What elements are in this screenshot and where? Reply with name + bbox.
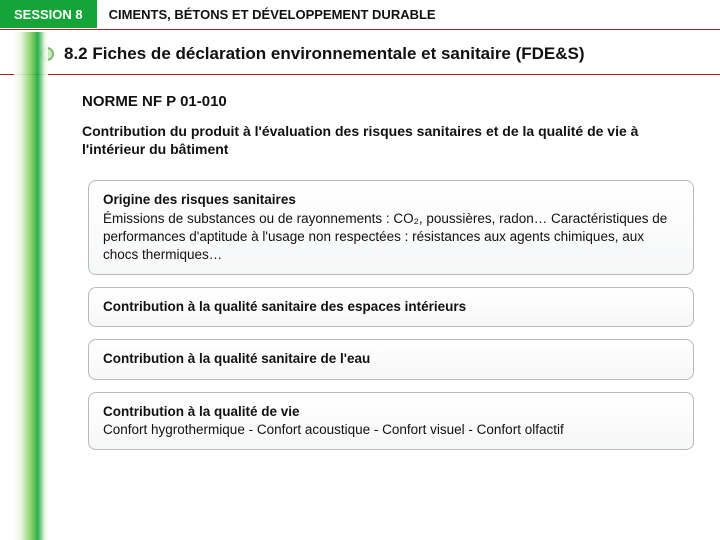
box-body: Émissions de substances ou de rayonnemen… [103,210,679,265]
session-tab: SESSION 8 [0,0,97,28]
box-lead: Contribution à la qualité sanitaire des … [103,299,466,314]
info-box: Contribution à la qualité sanitaire de l… [88,339,694,379]
intro-text: Contribution du produit à l'évaluation d… [82,122,700,158]
info-box: Contribution à la qualité sanitaire des … [88,287,694,327]
top-bar: SESSION 8 CIMENTS, BÉTONS ET DÉVELOPPEME… [0,0,720,28]
box-body: Confort hygrothermique - Confort acousti… [103,421,679,439]
session-label: SESSION 8 [14,7,83,22]
box-lead: Contribution à la qualité sanitaire de l… [103,351,370,366]
subtitle-row: 8.2 Fiches de déclaration environnementa… [0,30,720,74]
section-subtitle: 8.2 Fiches de déclaration environnementa… [64,44,585,64]
topic-label: CIMENTS, BÉTONS ET DÉVELOPPEMENT DURABLE [109,7,436,22]
info-box: Contribution à la qualité de vie Confort… [88,392,694,450]
content-area: NORME NF P 01-010 Contribution du produi… [0,75,720,450]
info-box: Origine des risques sanitaires Émissions… [88,180,694,275]
box-lead: Origine des risques sanitaires [103,191,679,209]
norm-code: NORME NF P 01-010 [82,93,700,110]
box-lead: Contribution à la qualité de vie [103,403,679,421]
topic-tab: CIMENTS, BÉTONS ET DÉVELOPPEMENT DURABLE [97,0,720,28]
